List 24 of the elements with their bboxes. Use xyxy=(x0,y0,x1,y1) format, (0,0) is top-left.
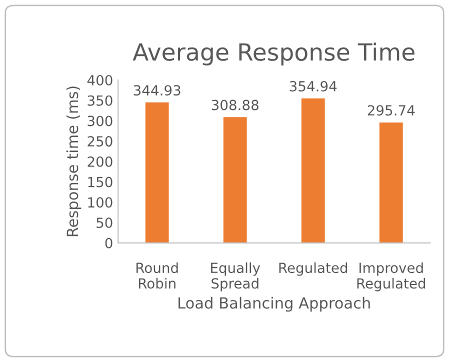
x-axis-title: Load Balancing Approach xyxy=(178,296,370,312)
data-label: 354.94 xyxy=(290,80,337,92)
y-tick-label: 350 xyxy=(88,95,112,106)
data-label: 308.88 xyxy=(212,100,258,110)
x-tick-label: Regulated xyxy=(279,262,348,276)
x-tick-label: Round Robin xyxy=(136,262,178,289)
chart-title: Average Response Time xyxy=(132,42,414,66)
bar xyxy=(223,117,247,243)
y-tick-label: 150 xyxy=(88,176,112,188)
y-tick-label: 250 xyxy=(88,136,112,147)
y-tick-label: 100 xyxy=(88,197,112,208)
data-label: 295.74 xyxy=(368,105,415,116)
y-tick-label: 400 xyxy=(87,74,112,86)
bar xyxy=(301,98,325,243)
y-axis-title: Response time (ms) xyxy=(66,86,82,236)
y-tick-label: 50 xyxy=(96,218,112,228)
bar xyxy=(145,102,169,243)
data-label: 344.93 xyxy=(134,85,180,96)
bar xyxy=(379,122,403,243)
y-tick-label: 200 xyxy=(88,156,112,167)
x-tick-label: Equally Spread xyxy=(211,262,260,292)
y-tick-label: 300 xyxy=(88,116,112,126)
y-tick-label: 0 xyxy=(105,238,112,248)
x-tick-label: Improved Regulated xyxy=(357,262,426,292)
